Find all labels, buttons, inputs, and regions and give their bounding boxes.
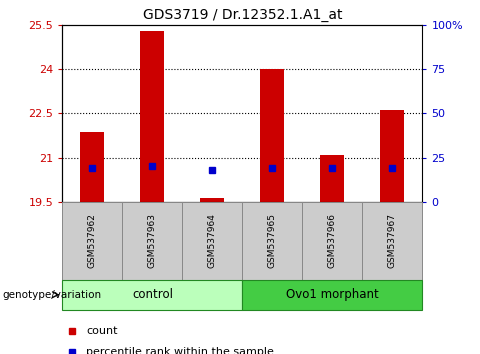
Text: GSM537967: GSM537967 bbox=[388, 213, 397, 268]
Title: GDS3719 / Dr.12352.1.A1_at: GDS3719 / Dr.12352.1.A1_at bbox=[143, 8, 342, 22]
Bar bbox=[380, 110, 404, 202]
Bar bbox=[321, 155, 344, 202]
Bar bbox=[140, 31, 164, 202]
Bar bbox=[260, 69, 284, 202]
Text: GSM537963: GSM537963 bbox=[148, 213, 157, 268]
Text: GSM537966: GSM537966 bbox=[328, 213, 337, 268]
Text: percentile rank within the sample: percentile rank within the sample bbox=[86, 347, 274, 354]
Text: GSM537964: GSM537964 bbox=[208, 213, 217, 268]
Text: GSM537962: GSM537962 bbox=[88, 213, 97, 268]
Bar bbox=[81, 132, 105, 202]
Bar bbox=[201, 198, 225, 202]
Text: GSM537965: GSM537965 bbox=[268, 213, 277, 268]
Text: genotype/variation: genotype/variation bbox=[2, 290, 102, 300]
Text: control: control bbox=[132, 288, 173, 301]
Text: count: count bbox=[86, 326, 118, 336]
Text: Ovo1 morphant: Ovo1 morphant bbox=[286, 288, 379, 301]
